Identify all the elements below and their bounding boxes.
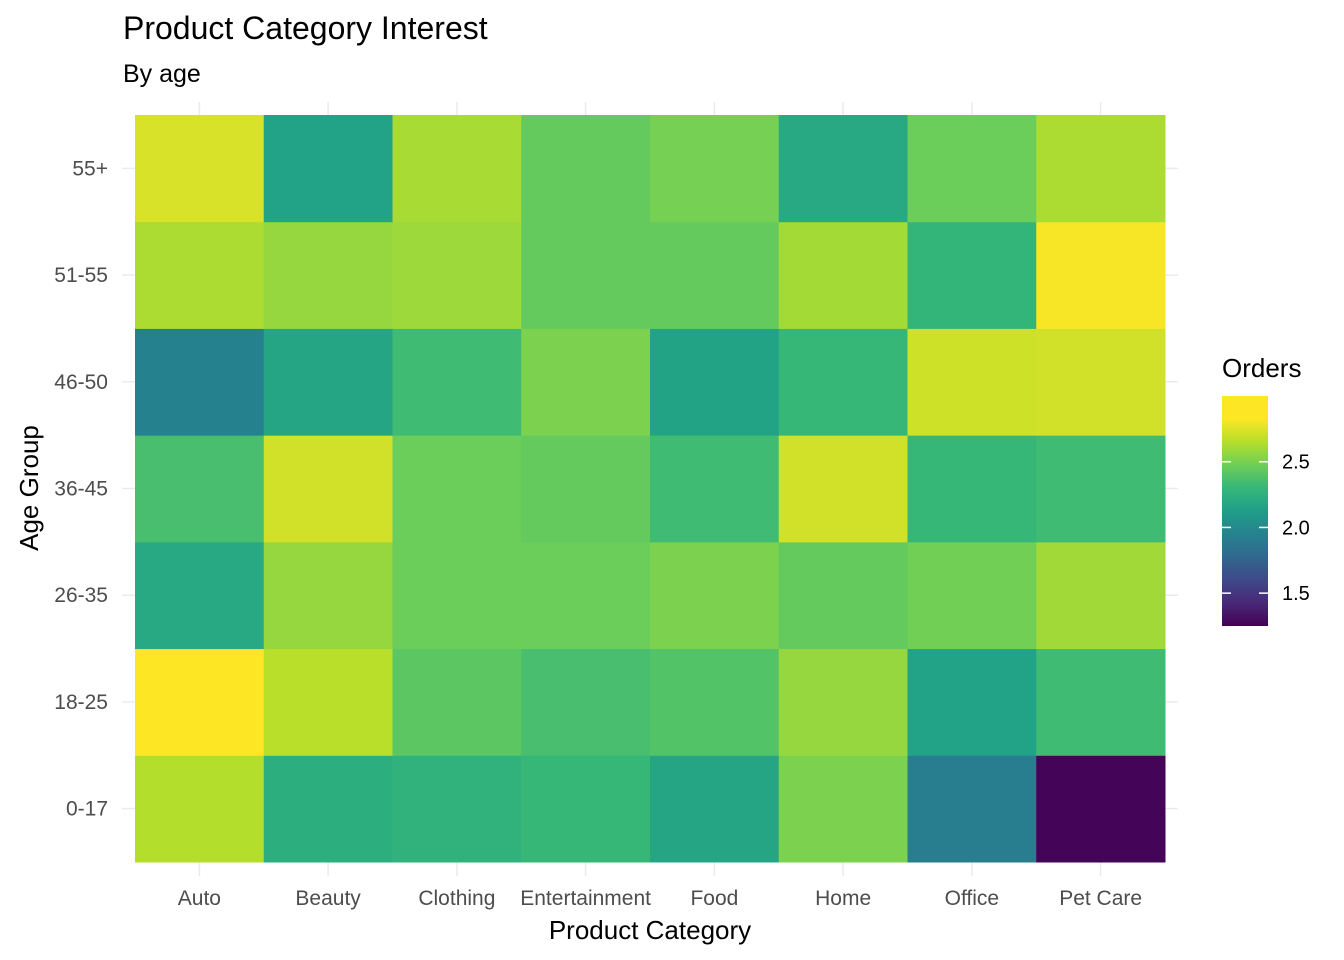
heatmap-cell-46-50-home	[778, 328, 908, 436]
heatmap-cell-46-50-auto	[135, 328, 265, 436]
heatmap-cell-55+-entertainment	[521, 115, 651, 223]
heatmap-cell-46-50-entertainment	[521, 328, 651, 436]
heatmap-cell-36-45-auto	[135, 435, 265, 543]
heatmap-cell-26-35-home	[778, 541, 908, 650]
heatmap-cell-18-25-entertainment	[521, 648, 651, 756]
chart-subtitle: By age	[123, 60, 201, 88]
color-legend: Orders 1.5 2.0 2.5	[1222, 353, 1310, 626]
x-tick-label: Food	[690, 887, 738, 910]
legend-tick-label: 2.0	[1282, 517, 1310, 539]
heatmap-cell-18-25-food	[650, 648, 780, 756]
heatmap-cell-0-17-clothing	[392, 755, 522, 863]
heatmap-cell-26-35-food	[650, 541, 780, 650]
y-tick-label: 18-25	[54, 691, 108, 714]
heatmap-cell-18-25-auto	[135, 648, 265, 756]
heatmap-cell-55+-auto	[135, 115, 265, 223]
legend-colorbar	[1222, 396, 1268, 626]
y-axis-title: Age Group	[14, 425, 44, 551]
x-tick-label: Clothing	[418, 887, 495, 910]
heatmap-cell-36-45-beauty	[263, 435, 393, 543]
heatmap-cell-18-25-beauty	[263, 648, 393, 756]
heatmap-cell-36-45-office	[907, 435, 1037, 543]
heatmap-cell-46-50-office	[907, 328, 1037, 436]
x-axis-ticks: Auto Beauty Clothing Entertainment Food Home O…	[178, 887, 1142, 910]
legend-tick-label: 2.5	[1282, 452, 1310, 474]
heatmap-cell-18-25-home	[778, 648, 908, 756]
heatmap-cell-51-55-food	[650, 221, 780, 329]
heatmap-cell-36-45-food	[650, 435, 780, 543]
legend-tick-label: 1.5	[1282, 583, 1310, 605]
heatmap-cell-36-45-pet-care	[1036, 435, 1166, 543]
heatmap-cell-36-45-entertainment	[521, 435, 651, 543]
x-tick-label: Pet Care	[1059, 887, 1142, 910]
heatmap-cell-46-50-clothing	[392, 328, 522, 436]
heatmap-cell-0-17-beauty	[263, 755, 393, 863]
heatmap-cell-51-55-entertainment	[521, 221, 651, 329]
heatmap-cell-0-17-entertainment	[521, 755, 651, 863]
heatmap-cell-51-55-office	[907, 221, 1037, 329]
y-tick-label: 55+	[72, 157, 108, 180]
heatmap-cell-55+-pet-care	[1036, 115, 1166, 223]
heatmap-cell-18-25-office	[907, 648, 1037, 756]
heatmap-cell-55+-home	[778, 115, 908, 223]
chart-title: Product Category Interest	[123, 10, 488, 46]
heatmap-cell-55+-clothing	[392, 115, 522, 223]
heatmap-cell-0-17-pet-care	[1036, 755, 1166, 863]
heatmap-cell-18-25-pet-care	[1036, 648, 1166, 756]
heatmap-cell-51-55-clothing	[392, 221, 522, 329]
x-axis-title: Product Category	[549, 915, 751, 945]
heatmap-cell-51-55-auto	[135, 221, 265, 329]
y-tick-label: 26-35	[54, 584, 108, 607]
heatmap-cell-36-45-clothing	[392, 435, 522, 543]
heatmap-cell-46-50-pet-care	[1036, 328, 1166, 436]
heatmap-cell-51-55-pet-care	[1036, 221, 1166, 329]
heatmap-cell-55+-beauty	[263, 115, 393, 223]
heatmap-cell-46-50-food	[650, 328, 780, 436]
legend-title: Orders	[1222, 353, 1301, 383]
heatmap-cell-0-17-office	[907, 755, 1037, 863]
heatmap-cell-18-25-clothing	[392, 648, 522, 756]
y-tick-label: 36-45	[54, 478, 108, 501]
y-tick-label: 0-17	[66, 798, 108, 821]
x-tick-label: Auto	[178, 887, 221, 910]
heatmap-cell-0-17-food	[650, 755, 780, 863]
heatmap-cell-26-35-pet-care	[1036, 541, 1166, 650]
x-tick-label: Beauty	[295, 887, 361, 910]
y-axis-ticks: 0-17 18-25 26-35 36-45 46-50 51-55 55+	[54, 157, 108, 820]
legend-ticks: 1.5 2.0 2.5	[1222, 452, 1310, 605]
heatmap-cell-46-50-beauty	[263, 328, 393, 436]
heatmap-cell-36-45-home	[778, 435, 908, 543]
heatmap-cell-0-17-auto	[135, 755, 265, 863]
heatmap-cell-55+-food	[650, 115, 780, 223]
y-tick-label: 51-55	[54, 264, 108, 287]
heatmap-cell-26-35-office	[907, 541, 1037, 650]
y-tick-label: 46-50	[54, 371, 108, 394]
heatmap-cell-55+-office	[907, 115, 1037, 223]
heatmap-cell-26-35-auto	[135, 541, 265, 650]
heatmap-cell-26-35-clothing	[392, 541, 522, 650]
x-tick-label: Home	[815, 887, 871, 910]
heatmap-cells	[135, 115, 1166, 863]
heatmap-cell-0-17-home	[778, 755, 908, 863]
heatmap-cell-51-55-home	[778, 221, 908, 329]
heatmap-cell-51-55-beauty	[263, 221, 393, 329]
heatmap-cell-26-35-entertainment	[521, 541, 651, 650]
x-tick-label: Entertainment	[520, 887, 651, 910]
heatmap-cell-26-35-beauty	[263, 541, 393, 650]
x-tick-label: Office	[945, 887, 999, 910]
